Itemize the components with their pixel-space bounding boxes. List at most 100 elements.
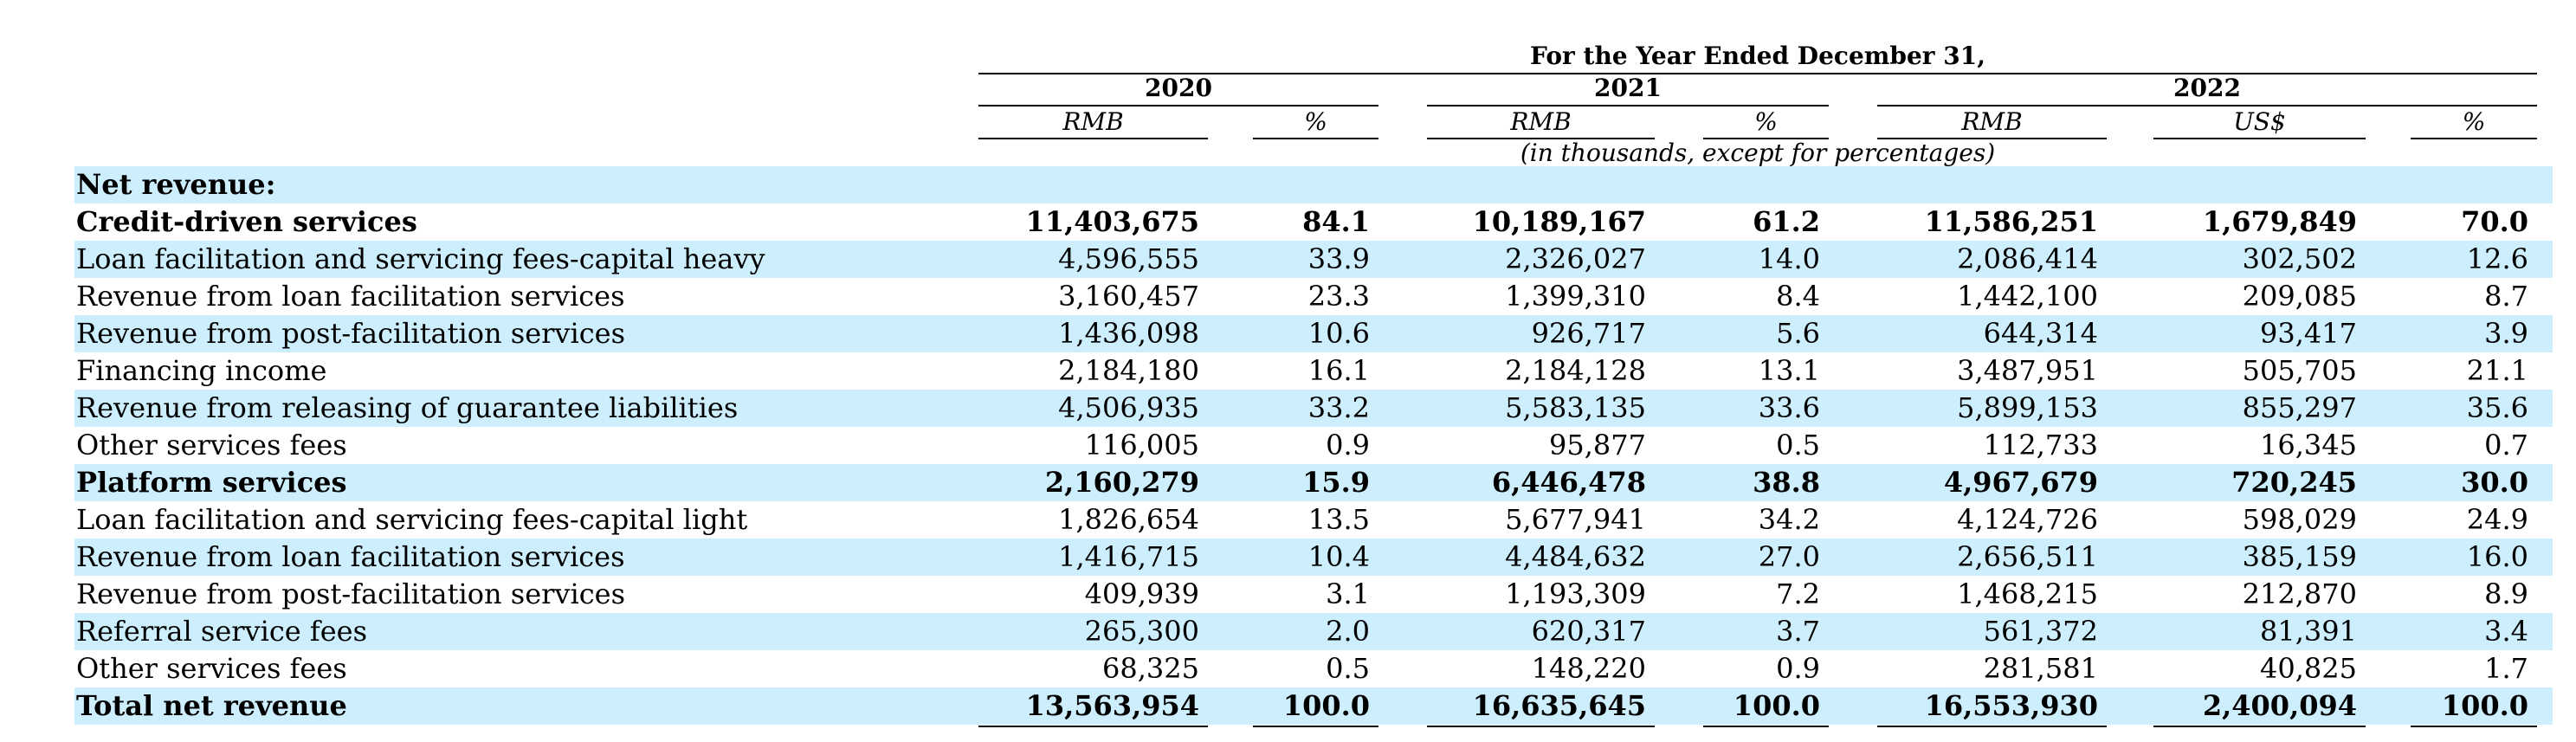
value-cell: 598,029 [2242, 503, 2357, 536]
value-cell: 0.9 [1776, 652, 1820, 685]
table-row: Platform services 2,160,279 15.9 6,446,478 3… [74, 464, 2553, 501]
value-cell: 148,220 [1531, 652, 1646, 685]
value-cell: 8.4 [1776, 280, 1820, 313]
value-cell: 2,400,094 [2202, 689, 2357, 722]
value-cell: 2,184,128 [1505, 354, 1646, 387]
value-cell: 13.1 [1758, 354, 1820, 387]
value-cell: 2,184,180 [1058, 354, 1199, 387]
value-cell: 644,314 [1983, 317, 2098, 350]
value-cell: 116,005 [1084, 429, 1199, 461]
value-cell: 81,391 [2260, 615, 2357, 648]
year-header: 2022 [2173, 74, 2241, 102]
unit-header: % [1754, 107, 1778, 136]
table-row: Net revenue: [74, 166, 2553, 203]
value-cell: 100.0 [2441, 689, 2528, 722]
value-cell: 95,877 [1549, 429, 1646, 461]
total-rule [1877, 726, 2107, 727]
value-cell: 33.6 [1758, 391, 1820, 424]
value-cell: 0.9 [1326, 429, 1370, 461]
row-label: Other services fees [76, 429, 347, 461]
value-cell: 21.1 [2466, 354, 2528, 387]
table-row: Financing income 2,184,180 16.1 2,184,128 13… [74, 352, 2553, 390]
value-cell: 4,596,555 [1058, 242, 1199, 275]
value-cell: 24.9 [2466, 503, 2528, 536]
value-cell: 27.0 [1758, 540, 1820, 573]
value-cell: 2,326,027 [1505, 242, 1646, 275]
value-cell: 561,372 [1983, 615, 2098, 648]
value-cell: 5,583,135 [1505, 391, 1646, 424]
value-cell: 6,446,478 [1491, 466, 1646, 499]
table-row: Other services fees 116,005 0.9 95,877 0.5 11… [74, 427, 2553, 464]
value-cell: 3.9 [2484, 317, 2528, 350]
unit-header: % [1304, 107, 1327, 136]
row-label: Credit-driven services [76, 205, 417, 238]
row-label: Total net revenue [76, 689, 347, 722]
year-header: 2020 [1145, 74, 1212, 102]
value-cell: 2,656,511 [1957, 540, 2098, 573]
unit-header: % [2462, 107, 2486, 136]
value-cell: 0.5 [1326, 652, 1370, 685]
row-label: Revenue from loan facilitation services [76, 540, 625, 573]
total-rule [1427, 726, 1655, 727]
value-cell: 7.2 [1776, 577, 1820, 610]
value-cell: 0.5 [1776, 429, 1820, 461]
value-cell: 1,826,654 [1058, 503, 1199, 536]
value-cell: 10,189,167 [1472, 205, 1646, 238]
value-cell: 4,484,632 [1505, 540, 1646, 573]
value-cell: 0.7 [2484, 429, 2528, 461]
value-cell: 16,635,645 [1472, 689, 1646, 722]
value-cell: 1,442,100 [1957, 280, 2098, 313]
value-cell: 38.8 [1753, 466, 1820, 499]
table-row: Total net revenue 13,563,954 100.0 16,635,6… [74, 687, 2553, 725]
total-rule [1253, 726, 1378, 727]
value-cell: 2.0 [1326, 615, 1370, 648]
value-cell: 505,705 [2242, 354, 2357, 387]
rule [1427, 138, 1655, 139]
value-cell: 33.2 [1307, 391, 1370, 424]
rule [978, 73, 2537, 74]
value-cell: 15.9 [1302, 466, 1370, 499]
table-row: Loan facilitation and servicing fees-cap… [74, 501, 2553, 539]
row-label: Loan facilitation and servicing fees-cap… [76, 503, 748, 536]
value-cell: 8.7 [2484, 280, 2528, 313]
value-cell: 855,297 [2242, 391, 2357, 424]
table-row: Revenue from loan facilitation services 1… [74, 539, 2553, 576]
table-row: Revenue from releasing of guarantee liab… [74, 390, 2553, 427]
value-cell: 720,245 [2231, 466, 2357, 499]
unit-header: US$ [2233, 107, 2286, 136]
rule [1877, 105, 2537, 106]
rule [1703, 138, 1829, 139]
total-rule [1703, 726, 1829, 727]
value-cell: 3,487,951 [1957, 354, 2098, 387]
value-cell: 5.6 [1776, 317, 1820, 350]
value-cell: 3,160,457 [1058, 280, 1199, 313]
value-cell: 11,403,675 [1025, 205, 1199, 238]
row-label: Net revenue: [76, 168, 276, 201]
value-cell: 926,717 [1531, 317, 1646, 350]
value-cell: 68,325 [1102, 652, 1199, 685]
value-cell: 1,399,310 [1505, 280, 1646, 313]
rule [1877, 138, 2107, 139]
value-cell: 10.4 [1307, 540, 1370, 573]
value-cell: 5,677,941 [1505, 503, 1646, 536]
value-cell: 2,160,279 [1044, 466, 1199, 499]
row-label: Revenue from post-facilitation services [76, 317, 626, 350]
unit-header: RMB [1961, 107, 2023, 136]
rule [2153, 138, 2366, 139]
value-cell: 14.0 [1758, 242, 1820, 275]
value-cell: 4,506,935 [1058, 391, 1199, 424]
unit-header: RMB [1062, 107, 1124, 136]
table-row: Revenue from post-facilitation services 1… [74, 315, 2553, 352]
value-cell: 70.0 [2461, 205, 2528, 238]
table-row: Revenue from loan facilitation services 3… [74, 278, 2553, 315]
table-row: Other services fees 68,325 0.5 148,220 0.9 28… [74, 650, 2553, 687]
period-title: For the Year Ended December 31, [1530, 42, 1985, 70]
value-cell: 11,586,251 [1924, 205, 2098, 238]
value-cell: 10.6 [1307, 317, 1370, 350]
value-cell: 16.0 [2466, 540, 2528, 573]
value-cell: 265,300 [1084, 615, 1199, 648]
row-label: Platform services [76, 466, 347, 499]
row-label: Revenue from post-facilitation services [76, 577, 626, 610]
rule [978, 138, 1208, 139]
row-label: Revenue from loan facilitation services [76, 280, 625, 313]
